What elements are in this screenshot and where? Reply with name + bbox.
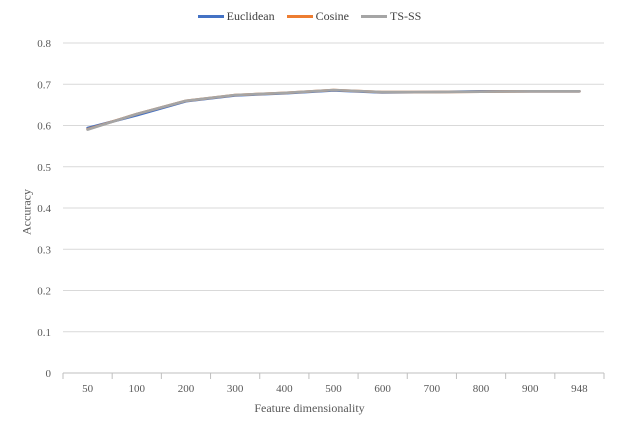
legend-label-euclidean: Euclidean: [226, 9, 275, 23]
y-tick-label-0.1: 0.1: [37, 327, 51, 339]
legend-swatch-cosine: [286, 15, 313, 18]
x-axis-title: Feature dimensionality: [254, 401, 365, 415]
y-tick-label-0.5: 0.5: [37, 162, 51, 174]
legend-item-cosine: Cosine: [286, 9, 349, 24]
x-tick-label-50: 50: [82, 383, 94, 395]
x-tick-label-900: 900: [522, 383, 539, 395]
legend-item-euclidean: Euclidean: [197, 9, 275, 24]
x-tick-label-100: 100: [129, 383, 146, 395]
y-tick-label-0.8: 0.8: [37, 38, 51, 50]
legend-item-tsss: TS-SS: [360, 9, 422, 24]
y-tick-label-0.7: 0.7: [37, 79, 51, 91]
x-tick-label-948: 948: [571, 383, 588, 395]
series-line-euclidean: [86, 89, 581, 130]
x-tick-label-200: 200: [178, 383, 195, 395]
legend-swatch-euclidean: [197, 15, 224, 18]
y-tick-label-0.6: 0.6: [37, 121, 51, 133]
x-tick-label-500: 500: [325, 383, 342, 395]
legend-swatch-tsss: [360, 15, 387, 18]
x-tick-label-700: 700: [424, 383, 441, 395]
legend: Euclidean Cosine TS-SS: [0, 9, 619, 24]
legend-label-cosine: Cosine: [315, 9, 349, 23]
y-tick-label-0.2: 0.2: [37, 286, 51, 298]
x-tick-label-600: 600: [374, 383, 391, 395]
y-axis-title: Accuracy: [19, 189, 34, 235]
y-tick-label-0.3: 0.3: [37, 244, 51, 256]
x-tick-label-300: 300: [227, 383, 244, 395]
y-tick-label-0.4: 0.4: [37, 203, 51, 215]
series-line-ts-ss: [86, 88, 581, 131]
y-tick-label-0: 0: [46, 368, 52, 380]
series-line-cosine: [86, 88, 581, 131]
x-tick-label-800: 800: [473, 383, 490, 395]
legend-label-tsss: TS-SS: [389, 9, 422, 23]
x-tick-label-400: 400: [276, 383, 293, 395]
